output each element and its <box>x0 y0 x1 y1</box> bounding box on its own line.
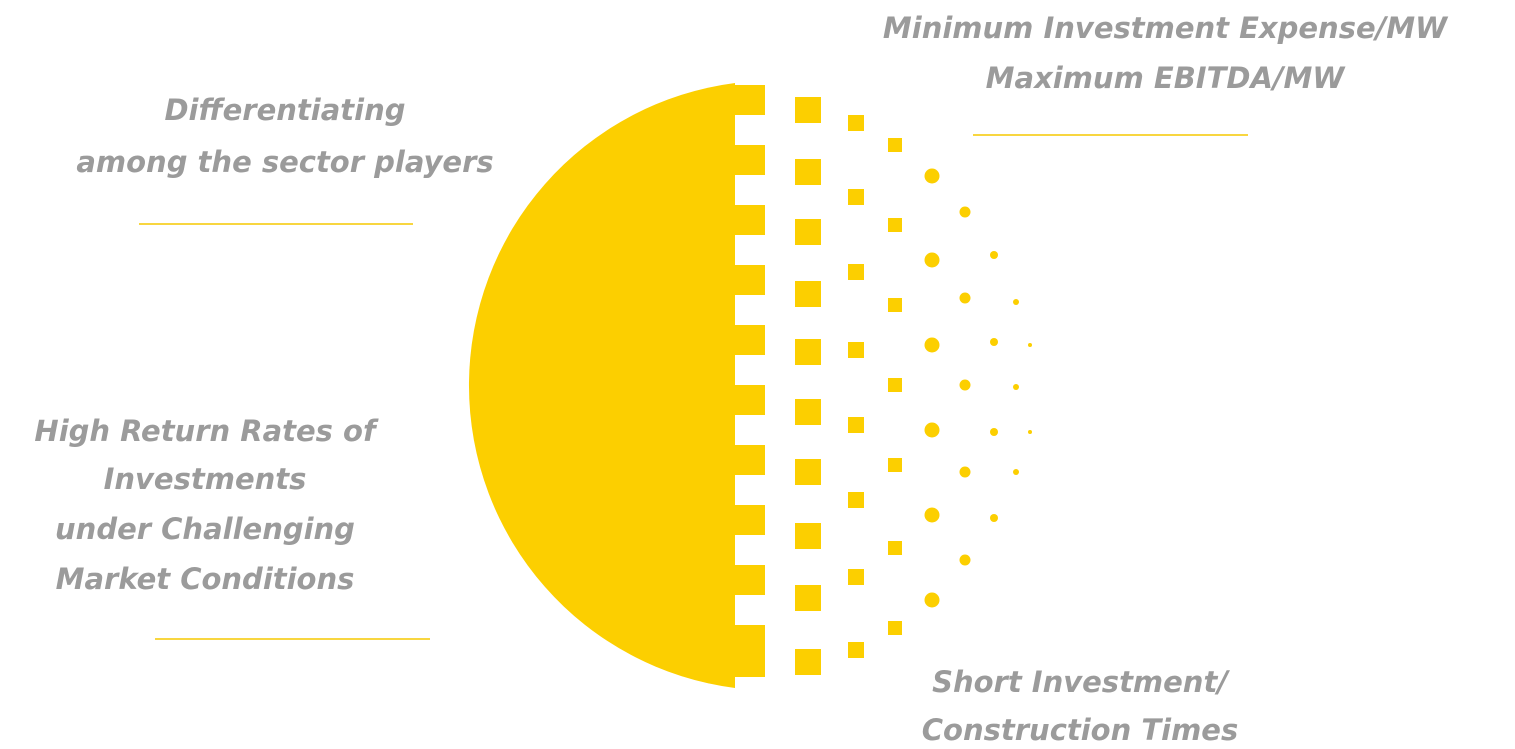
square <box>848 264 864 280</box>
square <box>795 399 821 425</box>
label-line: among the sector players <box>76 145 493 179</box>
square <box>735 385 765 415</box>
square <box>795 649 821 675</box>
dot <box>925 593 940 608</box>
square <box>795 585 821 611</box>
square <box>795 219 821 245</box>
square <box>848 569 864 585</box>
square <box>795 523 821 549</box>
square <box>888 621 902 635</box>
square <box>735 265 765 295</box>
label-line: Minimum Investment Expense/MW <box>883 11 1449 45</box>
dot <box>1028 430 1032 434</box>
square <box>735 445 765 475</box>
dot <box>925 338 940 353</box>
square <box>848 342 864 358</box>
label-line: High Return Rates of <box>34 414 379 448</box>
square <box>795 97 821 123</box>
square <box>848 492 864 508</box>
dot <box>960 467 971 478</box>
square <box>848 642 864 658</box>
label-line: Short Investment/ <box>932 665 1230 699</box>
square <box>735 647 765 677</box>
label-line: Investments <box>104 462 307 496</box>
square <box>795 281 821 307</box>
dot <box>925 253 940 268</box>
square <box>848 189 864 205</box>
dot <box>925 508 940 523</box>
dot <box>960 380 971 391</box>
label-line: Construction Times <box>922 713 1238 747</box>
square <box>888 138 902 152</box>
square <box>888 298 902 312</box>
square <box>848 417 864 433</box>
dot <box>990 251 998 259</box>
dot <box>1013 384 1019 390</box>
dot <box>925 169 940 184</box>
dot <box>960 555 971 566</box>
square <box>888 378 902 392</box>
dot <box>925 423 940 438</box>
square <box>735 325 765 355</box>
label-line: Maximum EBITDA/MW <box>986 61 1347 95</box>
dot <box>960 207 971 218</box>
square <box>735 85 765 115</box>
square <box>888 541 902 555</box>
square <box>735 205 765 235</box>
square <box>735 505 765 535</box>
label-line: Market Conditions <box>56 562 355 596</box>
diagram: Minimum Investment Expense/MW Maximum EB… <box>0 0 1515 749</box>
dot <box>990 514 998 522</box>
dot <box>1028 343 1032 347</box>
square <box>888 218 902 232</box>
square <box>735 565 765 595</box>
square <box>888 458 902 472</box>
square <box>795 339 821 365</box>
square <box>848 115 864 131</box>
square <box>795 459 821 485</box>
label-line: under Challenging <box>55 512 355 546</box>
half-circle <box>469 83 735 688</box>
square <box>795 159 821 185</box>
dot <box>1013 469 1019 475</box>
dot <box>1013 299 1019 305</box>
dot <box>960 293 971 304</box>
dot <box>990 428 998 436</box>
square <box>735 145 765 175</box>
label-line: Differentiating <box>164 93 405 127</box>
dot <box>990 338 998 346</box>
sun-graphic <box>469 83 1032 688</box>
